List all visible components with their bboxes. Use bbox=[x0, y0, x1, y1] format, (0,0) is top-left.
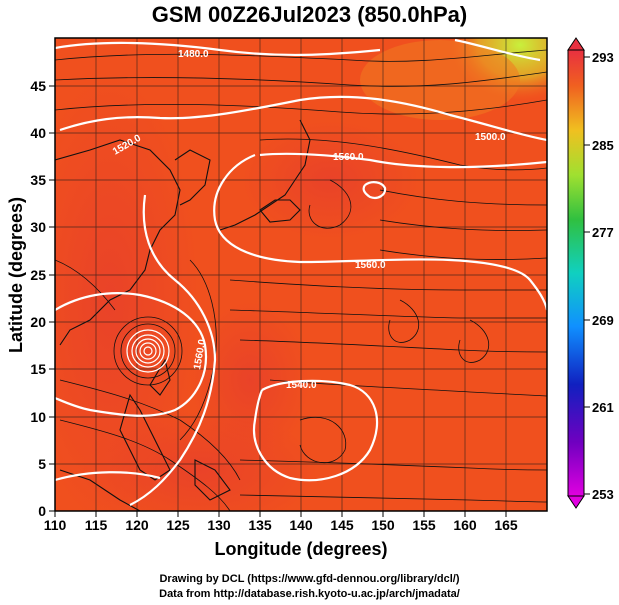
y-tick-label: 35 bbox=[30, 172, 46, 188]
contour-label: 1480.0 bbox=[178, 49, 209, 60]
contour-label: 1560.0 bbox=[333, 152, 364, 163]
x-tick-label: 130 bbox=[207, 517, 231, 533]
colorbar-tick-label: 285 bbox=[592, 138, 614, 153]
contour-label: 1540.0 bbox=[286, 380, 317, 391]
colorbar: 293 285 277 269 261 253 bbox=[567, 37, 614, 509]
y-tick-label: 5 bbox=[38, 456, 46, 472]
y-tick-label: 25 bbox=[30, 267, 46, 283]
x-tick-label: 155 bbox=[412, 517, 436, 533]
y-tick-label: 0 bbox=[38, 503, 46, 519]
contour-labels: 1480.0 1500.0 1520.0 1540.0 1560.0 1560.… bbox=[111, 49, 506, 391]
contour-label: 1500.0 bbox=[475, 132, 506, 143]
x-tick-label: 110 bbox=[44, 517, 67, 533]
credit-data: Data from http://database.rish.kyoto-u.a… bbox=[159, 588, 460, 600]
x-tick-label: 140 bbox=[289, 517, 313, 533]
colorbar-tick-label: 261 bbox=[592, 400, 614, 415]
x-tick-label: 150 bbox=[371, 517, 395, 533]
colorbar-tick-label: 293 bbox=[592, 50, 614, 65]
chart-title: GSM 00Z26Jul2023 (850.0hPa) bbox=[151, 2, 468, 27]
x-ticks bbox=[54, 511, 507, 517]
x-tick-label: 115 bbox=[85, 517, 108, 533]
colorbar-tick-label: 253 bbox=[592, 487, 614, 502]
coastlines bbox=[55, 119, 311, 511]
y-tick-label: 40 bbox=[30, 125, 46, 141]
x-tick-label: 160 bbox=[453, 517, 477, 533]
colorbar-tick-label: 277 bbox=[592, 225, 614, 240]
x-axis-label: Longitude (degrees) bbox=[214, 539, 387, 559]
x-tick-label: 125 bbox=[166, 517, 190, 533]
contour-label: 1560.0 bbox=[355, 260, 386, 271]
y-tick-label: 10 bbox=[30, 409, 46, 425]
y-ticks bbox=[49, 85, 55, 512]
streamlines bbox=[55, 49, 547, 511]
y-axis-label: Latitude (degrees) bbox=[6, 197, 26, 353]
x-tick-label: 165 bbox=[494, 517, 518, 533]
x-tick-label: 135 bbox=[248, 517, 272, 533]
x-tick-label: 120 bbox=[125, 517, 149, 533]
y-tick-label: 20 bbox=[30, 314, 46, 330]
contour-label: 1560.0 bbox=[192, 338, 208, 370]
y-tick-label: 30 bbox=[30, 219, 46, 235]
grid-lines bbox=[55, 38, 547, 511]
x-tick-label: 145 bbox=[330, 517, 354, 533]
y-tick-label: 45 bbox=[30, 78, 46, 94]
y-tick-labels: 0 5 10 15 20 25 30 35 40 45 bbox=[30, 78, 46, 519]
colorbar-tick-label: 269 bbox=[592, 313, 614, 328]
y-tick-label: 15 bbox=[30, 361, 46, 377]
typhoon-vortex bbox=[113, 316, 183, 386]
credit-drawing: Drawing by DCL (https://www.gfd-dennou.o… bbox=[159, 573, 460, 585]
height-contours bbox=[55, 38, 547, 506]
temperature-field: 1480.0 1500.0 1520.0 1540.0 1560.0 1560.… bbox=[55, 38, 547, 511]
x-tick-labels: 110 115 120 125 130 135 140 145 150 155 … bbox=[44, 517, 518, 533]
